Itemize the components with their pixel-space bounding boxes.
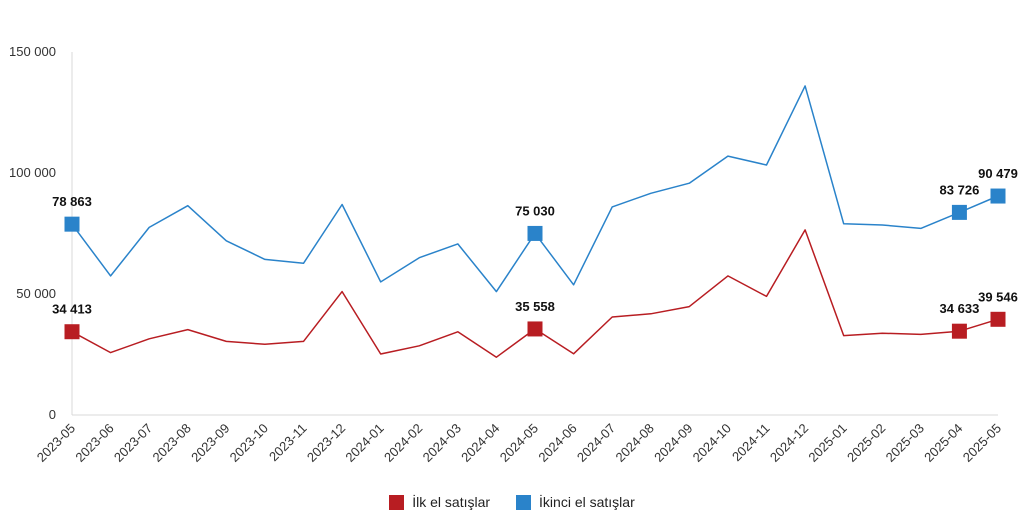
x-tick-label: 2024-01 xyxy=(342,421,386,465)
data-label: 90 479 xyxy=(978,166,1018,181)
data-label: 83 726 xyxy=(940,182,980,197)
x-tick-label: 2023-09 xyxy=(188,421,232,465)
x-tick-label: 2025-05 xyxy=(960,421,1004,465)
data-label: 39 546 xyxy=(978,289,1018,304)
x-tick-label: 2023-11 xyxy=(266,421,310,465)
x-tick-label: 2024-02 xyxy=(381,421,425,465)
x-tick-label: 2024-07 xyxy=(574,421,618,465)
data-label: 35 558 xyxy=(515,299,555,314)
legend-item-first-hand[interactable]: İlk el satışlar xyxy=(389,494,490,510)
x-tick-label: 2024-04 xyxy=(458,421,502,465)
x-tick-label: 2024-11 xyxy=(729,421,773,465)
y-tick-label: 150 000 xyxy=(9,44,56,59)
x-tick-label: 2025-01 xyxy=(805,421,849,465)
legend-swatch-second-hand xyxy=(516,494,532,510)
legend-swatch-first-hand xyxy=(389,494,405,510)
x-tick-label: 2025-03 xyxy=(883,421,927,465)
data-label: 78 863 xyxy=(52,194,92,209)
data-point-marker xyxy=(527,225,543,241)
x-tick-label: 2024-05 xyxy=(497,421,541,465)
legend-label-first-hand: İlk el satışlar xyxy=(412,494,491,510)
x-tick-label: 2023-08 xyxy=(150,421,194,465)
x-tick-label: 2024-09 xyxy=(651,421,695,465)
data-point-marker xyxy=(990,188,1006,204)
y-tick-label: 0 xyxy=(49,407,56,422)
data-point-marker xyxy=(64,324,80,340)
x-tick-label: 2024-08 xyxy=(613,421,657,465)
x-tick-label: 2024-06 xyxy=(535,421,579,465)
series-line-first-hand xyxy=(71,229,999,358)
x-tick-label: 2024-10 xyxy=(690,421,734,465)
legend-label-second-hand: İkinci el satışlar xyxy=(539,494,635,510)
data-label: 34 633 xyxy=(940,301,980,316)
x-tick-label: 2023-12 xyxy=(304,421,348,465)
x-tick-label: 2023-10 xyxy=(227,421,271,465)
x-tick-label: 2023-06 xyxy=(72,421,116,465)
data-label: 34 413 xyxy=(52,302,92,317)
x-tick-label: 2023-05 xyxy=(34,421,78,465)
x-tick-label: 2024-03 xyxy=(420,421,464,465)
y-tick-label: 50 000 xyxy=(16,286,56,301)
data-label: 75 030 xyxy=(515,203,555,218)
data-point-marker xyxy=(951,204,967,220)
series-line-second-hand xyxy=(71,85,999,293)
x-tick-label: 2025-02 xyxy=(844,421,888,465)
x-tick-label: 2025-04 xyxy=(921,421,965,465)
legend-item-second-hand[interactable]: İkinci el satışlar xyxy=(516,494,635,510)
data-point-marker xyxy=(990,311,1006,327)
x-tick-label: 2024-12 xyxy=(767,421,811,465)
data-point-marker xyxy=(527,321,543,337)
chart-legend: İlk el satışlar İkinci el satışlar xyxy=(0,494,1024,510)
y-tick-label: 100 000 xyxy=(9,165,56,180)
series-layer xyxy=(64,85,1006,358)
data-point-marker xyxy=(951,323,967,339)
data-point-marker xyxy=(64,216,80,232)
x-tick-label: 2023-07 xyxy=(111,421,155,465)
